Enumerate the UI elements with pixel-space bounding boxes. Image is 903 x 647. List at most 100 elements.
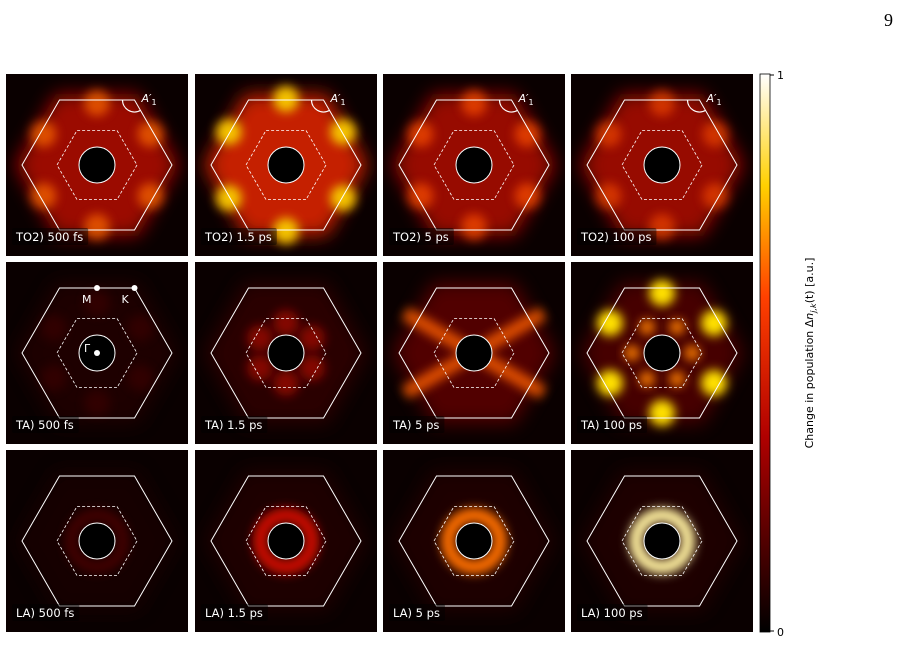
heatmap bbox=[6, 74, 188, 256]
panel-label: LA) 1.5 ps bbox=[205, 606, 263, 620]
spot bbox=[461, 214, 487, 240]
heatmap-panel: TO2) 100 ps A′1 bbox=[571, 74, 753, 256]
heatmap-panel: LA) 500 fs bbox=[6, 450, 188, 632]
bz-outline bbox=[21, 99, 173, 231]
heatmap-panel: TO2) 1.5 ps A′1 bbox=[195, 74, 377, 256]
heatmap-panel: TO2) 5 ps A′1 bbox=[383, 74, 565, 256]
spot bbox=[597, 370, 624, 396]
gamma-hole bbox=[267, 146, 305, 184]
heatmap-panel: TO2) 500 fs A′1 bbox=[6, 74, 188, 256]
a1-main: A′ bbox=[330, 92, 342, 105]
a1-sub: 1 bbox=[152, 98, 157, 107]
panel-label: LA) 500 fs bbox=[16, 606, 74, 620]
spot bbox=[514, 121, 541, 147]
spot bbox=[298, 355, 325, 381]
spot bbox=[595, 183, 622, 209]
spot bbox=[30, 183, 57, 209]
bz-outline bbox=[210, 99, 362, 231]
heatmap-panel: TA) 1.5 ps bbox=[195, 262, 377, 444]
a1-arc bbox=[310, 99, 330, 113]
label-bg bbox=[577, 228, 657, 245]
spot bbox=[298, 325, 325, 351]
panel-label: TA) 100 ps bbox=[580, 418, 642, 432]
ring bbox=[253, 508, 319, 574]
colorbar-tick-label: 1 bbox=[777, 69, 784, 82]
bz-outline bbox=[210, 475, 362, 607]
spot bbox=[84, 290, 110, 316]
heatmap bbox=[195, 450, 377, 632]
spot bbox=[669, 370, 685, 387]
bz-outline bbox=[586, 287, 738, 419]
heatmap bbox=[383, 74, 565, 256]
heatmap bbox=[195, 74, 377, 256]
a1-label: A′1 bbox=[706, 92, 722, 107]
spot bbox=[330, 119, 357, 145]
spot bbox=[407, 121, 434, 147]
bz-outline bbox=[586, 475, 738, 607]
panel-label: TO2) 1.5 ps bbox=[204, 230, 272, 244]
colorbar-tick-label: 0 bbox=[777, 626, 784, 639]
spot bbox=[684, 345, 700, 361]
gamma-hole bbox=[78, 146, 116, 184]
spot bbox=[273, 86, 299, 112]
label-bg bbox=[12, 416, 79, 433]
spot bbox=[649, 280, 675, 306]
m-label: M bbox=[82, 293, 92, 306]
label-bg bbox=[577, 416, 648, 433]
bz-outline bbox=[398, 287, 550, 419]
gamma-hole bbox=[78, 522, 116, 560]
heatmap bbox=[571, 74, 753, 256]
heatmap-panel: LA) 100 ps bbox=[571, 450, 753, 632]
gamma-hole bbox=[455, 522, 493, 560]
a1-arc bbox=[498, 99, 518, 113]
heatmap bbox=[383, 450, 565, 632]
label-bg bbox=[12, 228, 89, 245]
gamma-hole bbox=[643, 522, 681, 560]
spot bbox=[137, 121, 164, 147]
colorbar-label: Change in population Δnj,k(t) [a.u.] bbox=[803, 258, 818, 449]
bz-outline bbox=[586, 99, 738, 231]
spot bbox=[84, 90, 110, 116]
a1-main: A′ bbox=[518, 92, 530, 105]
spot bbox=[639, 319, 655, 336]
label-bg bbox=[577, 604, 648, 621]
panel-label: TO2) 5 ps bbox=[392, 230, 449, 244]
panel-label: TA) 5 ps bbox=[392, 418, 439, 432]
spot bbox=[597, 310, 624, 336]
panel-label: TA) 500 fs bbox=[15, 418, 74, 432]
a1-arc bbox=[121, 99, 141, 113]
spot bbox=[247, 355, 274, 381]
heatmap bbox=[6, 450, 188, 632]
gamma-hole bbox=[643, 334, 681, 372]
heatmap-panel: TA) 500 fs M K Γ bbox=[6, 262, 188, 444]
label-bg bbox=[389, 604, 445, 621]
spot bbox=[273, 310, 299, 336]
spot bbox=[595, 121, 622, 147]
label-part: n bbox=[803, 313, 816, 320]
spot bbox=[514, 183, 541, 209]
gamma-hole bbox=[455, 146, 493, 184]
a1-sub: 1 bbox=[529, 98, 534, 107]
spot bbox=[407, 183, 434, 209]
spot bbox=[649, 214, 675, 240]
spot bbox=[461, 90, 487, 116]
label-part: (t) [a.u.] bbox=[803, 258, 816, 304]
spot bbox=[273, 218, 299, 244]
a1-label: A′1 bbox=[518, 92, 534, 107]
spot bbox=[127, 315, 154, 341]
heatmap-panel: TA) 100 ps bbox=[571, 262, 753, 444]
panel-label: LA) 100 ps bbox=[581, 606, 643, 620]
bz-outline bbox=[398, 475, 550, 607]
spot bbox=[702, 121, 729, 147]
label-bg bbox=[201, 228, 277, 245]
spot bbox=[84, 214, 110, 240]
a1-label: A′1 bbox=[330, 92, 346, 107]
gamma-hole bbox=[267, 334, 305, 372]
k-point bbox=[131, 285, 138, 291]
spot bbox=[127, 365, 154, 391]
a1-main: A′ bbox=[141, 92, 153, 105]
spot bbox=[273, 370, 299, 396]
spot bbox=[649, 90, 675, 116]
gamma-hole bbox=[455, 334, 493, 372]
